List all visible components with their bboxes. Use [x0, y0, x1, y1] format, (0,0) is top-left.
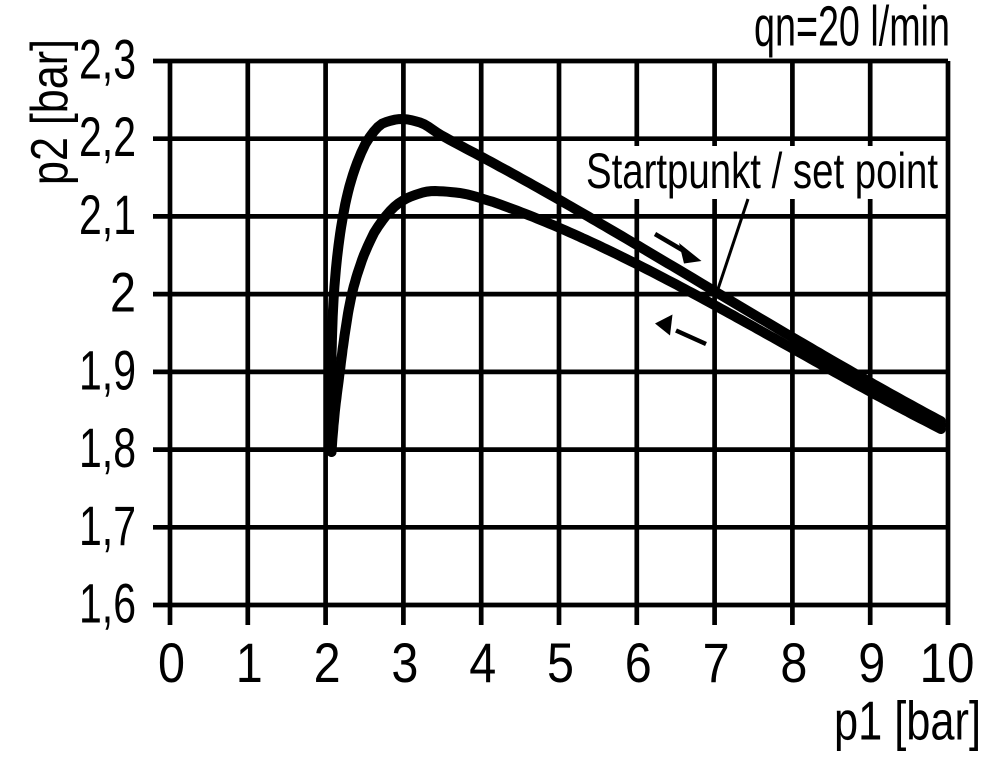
- svg-text:1,6: 1,6: [79, 572, 136, 635]
- svg-text:2,1: 2,1: [79, 183, 136, 246]
- svg-text:0: 0: [158, 631, 185, 694]
- svg-text:p2 [bar]: p2 [bar]: [21, 39, 79, 185]
- svg-text:Startpunkt / set point: Startpunkt / set point: [586, 143, 938, 199]
- svg-text:5: 5: [547, 631, 574, 694]
- svg-text:4: 4: [469, 631, 496, 694]
- svg-text:1: 1: [236, 631, 263, 694]
- svg-text:2: 2: [314, 631, 341, 694]
- svg-text:8: 8: [780, 631, 807, 694]
- svg-text:9: 9: [858, 631, 885, 694]
- svg-text:1,9: 1,9: [79, 338, 136, 401]
- svg-text:2: 2: [110, 261, 136, 324]
- svg-text:7: 7: [703, 631, 730, 694]
- svg-text:1,7: 1,7: [79, 494, 136, 557]
- svg-text:1,8: 1,8: [79, 416, 136, 479]
- svg-text:2,2: 2,2: [79, 105, 136, 168]
- svg-text:2,3: 2,3: [79, 28, 136, 91]
- svg-text:p1 [bar]: p1 [bar]: [834, 691, 981, 752]
- svg-text:qn=20 l/min: qn=20 l/min: [754, 0, 950, 59]
- svg-text:6: 6: [625, 631, 652, 694]
- svg-text:10: 10: [920, 631, 975, 694]
- svg-text:3: 3: [391, 631, 418, 694]
